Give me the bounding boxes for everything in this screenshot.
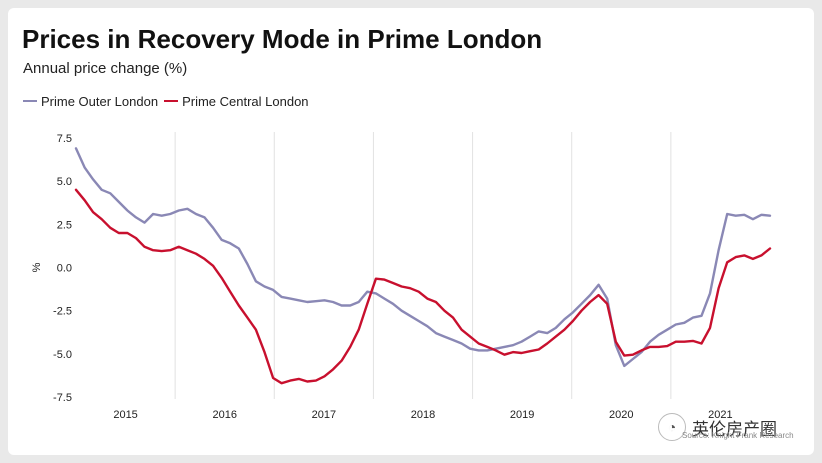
x-tick-label: 2016 xyxy=(212,409,236,421)
y-axis-label: % xyxy=(31,262,43,272)
y-tick-label: 5.0 xyxy=(57,176,72,188)
wechat-icon: ◔ xyxy=(658,413,686,441)
legend-swatch-central xyxy=(164,100,179,102)
source-note: Source: Knight Frank Research xyxy=(682,431,794,440)
legend-label-outer: Prime Outer London xyxy=(41,93,159,109)
series-line-central-london xyxy=(74,188,772,385)
chart-card xyxy=(8,8,814,455)
x-tick-label: 2020 xyxy=(609,409,633,421)
y-tick-label: 7.5 xyxy=(57,133,72,145)
y-tick-label: -7.5 xyxy=(53,392,72,404)
x-tick-label: 2018 xyxy=(411,409,435,421)
x-tick-label: 2021 xyxy=(708,409,732,421)
legend-item-outer: Prime Outer London xyxy=(23,94,158,109)
watermark-text: 英伦房产圈 xyxy=(692,419,777,440)
x-tick-label: 2019 xyxy=(510,409,534,421)
chart-title: Prices in Recovery Mode in Prime London xyxy=(22,24,543,54)
y-tick-label: 0.0 xyxy=(57,263,72,275)
chart-subtitle: Annual price change (%) xyxy=(23,60,188,77)
y-tick-label: -2.5 xyxy=(53,306,72,318)
watermark: ◔ 英伦房产圈 xyxy=(658,412,777,442)
x-tick-label: 2017 xyxy=(312,409,336,421)
series-line-outer-london xyxy=(74,147,772,368)
legend-item-central: Prime Central London xyxy=(164,93,309,109)
x-tick-label: 2015 xyxy=(113,409,137,421)
legend-label-central: Prime Central London xyxy=(182,93,309,109)
y-tick-label: 2.5 xyxy=(57,219,72,231)
legend-swatch-outer xyxy=(23,100,37,102)
y-tick-label: -5.0 xyxy=(53,349,72,361)
chart-legend: Prime Outer London Prime Central London xyxy=(23,92,315,110)
